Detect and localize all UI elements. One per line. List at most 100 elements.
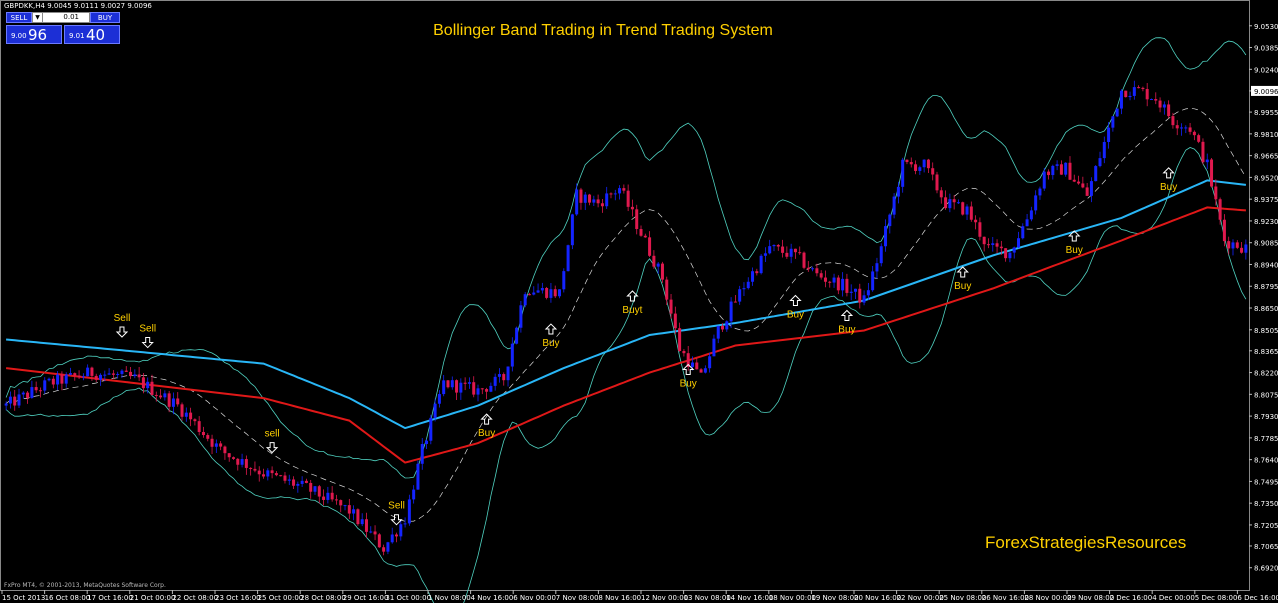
- candle: [206, 433, 210, 442]
- candle-body: [630, 206, 634, 210]
- candle-body: [120, 370, 124, 374]
- buy-quote[interactable]: 9.01 40: [64, 25, 120, 44]
- candle: [532, 286, 536, 296]
- candle-body: [13, 396, 17, 406]
- candle: [965, 204, 969, 220]
- y-tick-label: 8.8365: [1254, 348, 1278, 356]
- candle: [459, 378, 463, 400]
- candle-body: [476, 388, 480, 395]
- candle-body: [849, 291, 853, 293]
- trade-signals: Sell Sell sell Sell Buy Buy Buyt Buy Buy Buy Buy Bu…: [114, 167, 1177, 526]
- candle-body: [1055, 164, 1059, 166]
- candle: [373, 525, 377, 541]
- candle: [347, 498, 351, 520]
- candle: [180, 402, 184, 421]
- candle-body: [931, 168, 935, 175]
- candle: [1102, 136, 1106, 164]
- buy-signal: Buy: [838, 309, 856, 336]
- candle: [982, 236, 986, 252]
- candle-body: [17, 394, 21, 406]
- candle-body: [1197, 135, 1201, 142]
- candle-body: [197, 421, 201, 432]
- sell-button[interactable]: SELL: [6, 12, 32, 23]
- candle: [309, 479, 313, 499]
- candle: [690, 356, 694, 371]
- candle-body: [510, 343, 514, 367]
- candle: [515, 326, 519, 345]
- candle: [660, 261, 664, 283]
- candle-body: [1124, 90, 1128, 98]
- candle-body: [523, 294, 527, 306]
- candle-body: [210, 438, 214, 447]
- candle-body: [519, 305, 523, 328]
- candle: [579, 187, 583, 210]
- candle: [656, 261, 660, 274]
- buy-button[interactable]: BUY: [90, 12, 120, 23]
- candle: [974, 215, 978, 230]
- candle: [1008, 252, 1012, 263]
- y-tick-label: 8.9520: [1254, 174, 1278, 182]
- candle-body: [360, 519, 364, 525]
- sell-signal: Sell: [114, 313, 130, 338]
- signal-label: Buy: [838, 325, 855, 336]
- bollinger-lower-band: [5, 147, 1247, 603]
- candle: [1188, 123, 1192, 135]
- candle: [592, 195, 596, 207]
- sell-quote[interactable]: 9.00 96: [6, 25, 62, 44]
- candle: [339, 499, 343, 513]
- candle-body: [660, 263, 664, 280]
- lot-size-field[interactable]: ▼ 0.01: [32, 12, 90, 23]
- x-tick-label: 18 Nov 00:00: [769, 594, 816, 602]
- candle: [232, 456, 235, 460]
- candle: [176, 392, 180, 407]
- candle: [1098, 151, 1102, 168]
- candle-body: [283, 475, 287, 481]
- candle: [407, 494, 411, 526]
- candle: [969, 201, 973, 222]
- x-tick-label: 1 Nov 08:00: [428, 594, 471, 602]
- candle-body: [1128, 95, 1132, 98]
- buy-signal: Buyt: [622, 290, 643, 316]
- candle-body: [77, 375, 81, 378]
- candle: [948, 193, 952, 213]
- candle: [1042, 167, 1046, 191]
- candle: [330, 486, 334, 502]
- candle-body: [377, 534, 381, 548]
- signal-label: Buy: [542, 338, 559, 349]
- candle: [600, 199, 604, 213]
- candle-body: [47, 378, 51, 381]
- arrow-up-icon: [626, 290, 639, 302]
- candle-body: [180, 404, 184, 417]
- candle: [1068, 156, 1072, 180]
- symbol-header: GBPDKK,H4 9.0045 9.0111 9.0027 9.0096: [4, 2, 152, 10]
- candle: [673, 306, 677, 334]
- fast-ema-line: [6, 179, 1247, 430]
- candle-body: [665, 279, 669, 300]
- candle: [776, 243, 780, 251]
- chevron-down-icon[interactable]: ▼: [33, 13, 43, 22]
- buy-quote-pips: 40: [86, 26, 106, 44]
- candle: [1025, 213, 1029, 227]
- candle-body: [648, 237, 652, 256]
- candle-body: [467, 382, 471, 384]
- buy-signal: Buy: [954, 266, 971, 292]
- candle: [287, 474, 291, 486]
- candle: [266, 468, 270, 481]
- candle: [605, 186, 609, 209]
- candlesticks: [4, 80, 1248, 556]
- candle-body: [459, 382, 463, 393]
- candle: [523, 292, 527, 308]
- candle: [1171, 112, 1175, 129]
- candle: [1038, 186, 1042, 200]
- candle: [785, 246, 789, 259]
- candle: [841, 272, 845, 297]
- candle-body: [94, 375, 98, 380]
- candle-body: [652, 255, 656, 267]
- candle-body: [1141, 87, 1145, 90]
- candle-body: [656, 263, 660, 267]
- candle-body: [673, 313, 677, 329]
- candle: [137, 366, 141, 382]
- candle-body: [1222, 219, 1226, 242]
- buy-quote-prefix: 9.01: [69, 32, 85, 40]
